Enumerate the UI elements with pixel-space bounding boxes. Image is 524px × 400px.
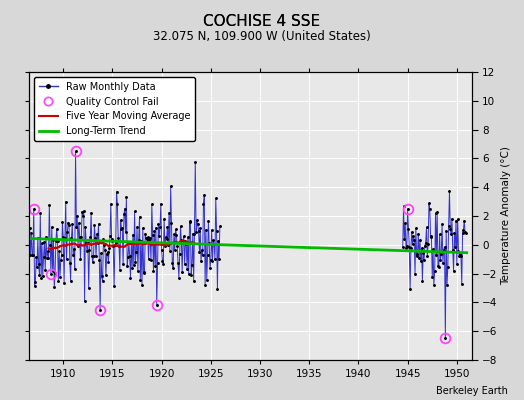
Y-axis label: Temperature Anomaly (°C): Temperature Anomaly (°C) (501, 146, 511, 286)
Title: 32.075 N, 109.900 W (United States): 32.075 N, 109.900 W (United States) (0, 399, 1, 400)
Text: Berkeley Earth: Berkeley Earth (436, 386, 508, 396)
Text: 32.075 N, 109.900 W (United States): 32.075 N, 109.900 W (United States) (153, 30, 371, 43)
Text: COCHISE 4 SSE: COCHISE 4 SSE (203, 14, 321, 29)
Legend: Raw Monthly Data, Quality Control Fail, Five Year Moving Average, Long-Term Tren: Raw Monthly Data, Quality Control Fail, … (34, 77, 195, 141)
Text: COCHISE 4 SSE: COCHISE 4 SSE (203, 14, 321, 29)
